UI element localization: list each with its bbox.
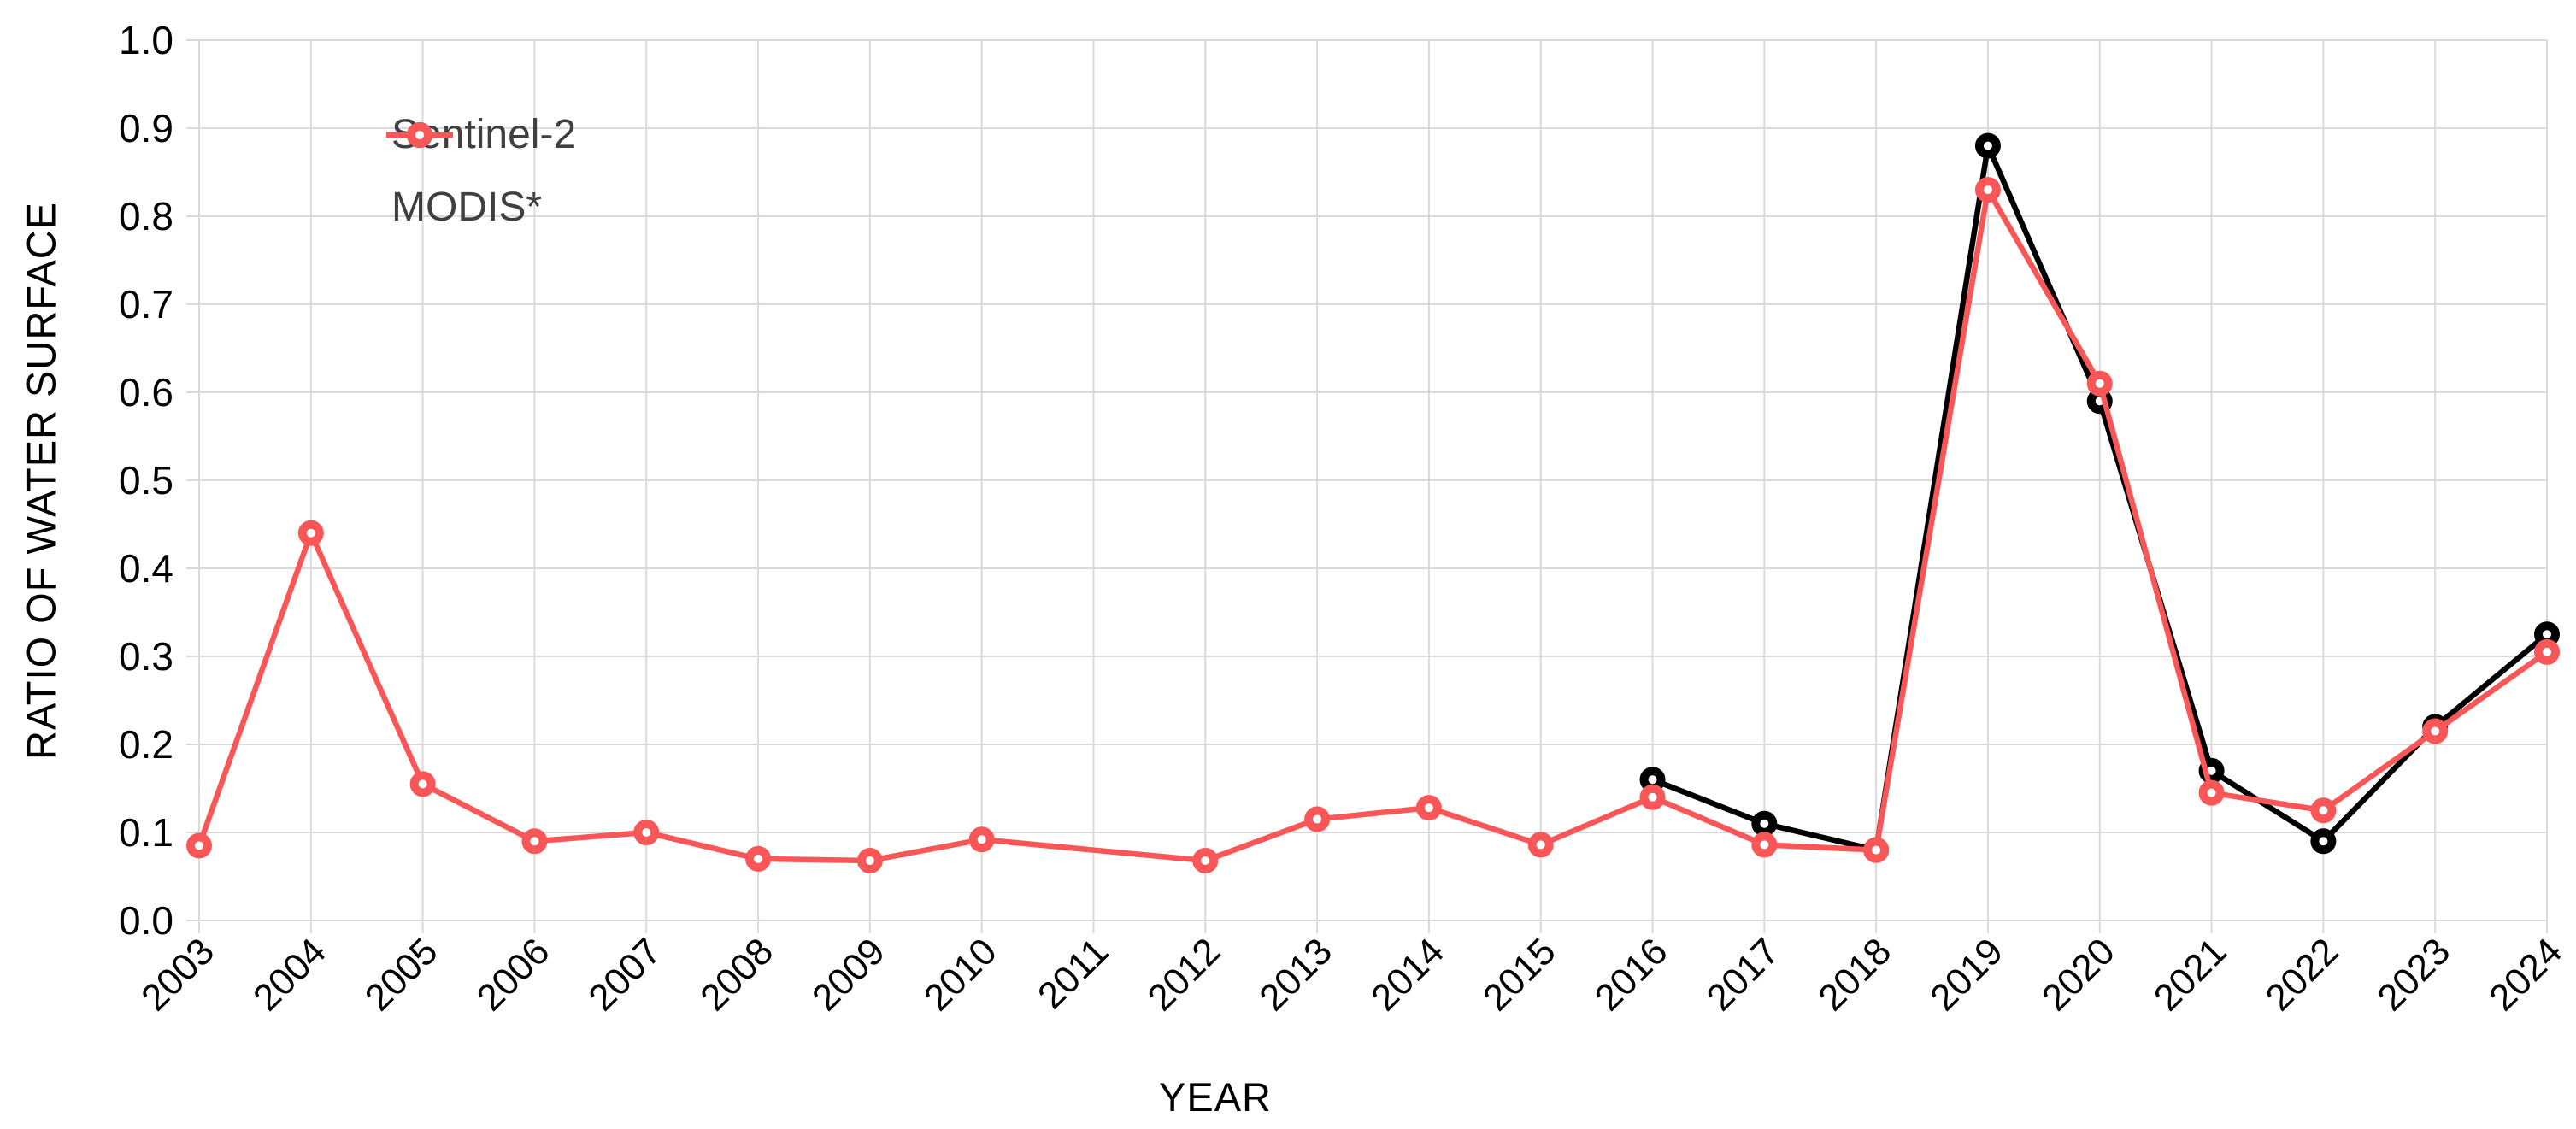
y-tick-label: 0.3 — [119, 634, 173, 679]
x-tick-label: 2012 — [1139, 930, 1228, 1019]
x-tick-label: 2008 — [692, 930, 781, 1019]
x-tick-label: 2007 — [580, 930, 669, 1019]
x-tick-label: 2006 — [469, 930, 558, 1019]
x-tick-label: 2009 — [804, 930, 893, 1019]
data-point-marker-modis — [2422, 718, 2449, 744]
data-point-marker-modis — [186, 832, 212, 859]
x-tick-label: 2023 — [2369, 930, 2458, 1019]
legend-item-modis: MODIS* — [386, 122, 576, 230]
data-point-marker-modis — [2310, 797, 2337, 824]
data-point-marker-modis — [1863, 837, 1890, 863]
x-tick-label: 2015 — [1475, 930, 1564, 1019]
y-tick-label: 0.9 — [119, 106, 173, 150]
x-tick-label: 2019 — [1922, 930, 2011, 1019]
legend-label-modis: MODIS* — [391, 185, 543, 230]
y-tick-label: 0.2 — [119, 722, 173, 767]
x-tick-label: 2024 — [2481, 930, 2570, 1019]
data-point-marker-modis — [1974, 177, 2001, 203]
data-point-marker-modis — [2086, 370, 2113, 397]
y-tick-label: 0.0 — [119, 898, 173, 943]
y-axis-title: RATIO OF WATER SURFACE — [18, 201, 64, 760]
y-tick-label: 1.0 — [119, 18, 173, 62]
series-modis — [186, 177, 2560, 873]
x-tick-label: 2011 — [1030, 930, 1117, 1017]
data-point-marker-modis — [1192, 847, 1219, 873]
x-tick-label: 2013 — [1251, 930, 1340, 1019]
data-point-marker-sentinel-2 — [2310, 828, 2337, 855]
x-tick-label: 2010 — [916, 930, 1005, 1019]
x-axis-tick-labels: 2003 2004 2005 2006 2007 2008 2009 2010 2011 2012… — [133, 930, 2570, 1019]
y-tick-label: 0.5 — [119, 458, 173, 503]
x-tick-label: 2003 — [133, 930, 222, 1019]
data-point-marker-modis — [745, 845, 772, 872]
y-tick-label: 0.6 — [119, 370, 173, 415]
x-tick-label: 2022 — [2258, 930, 2347, 1019]
data-point-marker-modis — [1639, 784, 1666, 810]
legend-marker-modis — [386, 122, 453, 148]
x-tick-label: 2017 — [1699, 930, 1788, 1019]
data-point-marker-modis — [297, 520, 324, 546]
x-tick-label: 2020 — [2034, 930, 2123, 1019]
y-tick-label: 0.8 — [119, 194, 173, 238]
data-point-marker-modis — [409, 771, 436, 797]
x-tick-label: 2021 — [2146, 930, 2235, 1019]
x-tick-label: 2005 — [357, 930, 446, 1019]
y-tick-label: 0.1 — [119, 810, 173, 855]
y-axis-tick-labels: 0.0 0.1 0.2 0.3 0.4 0.5 0.6 0.7 0.8 0.9 1.0 — [119, 18, 173, 943]
data-point-marker-modis — [1751, 832, 1778, 858]
data-point-marker-modis — [633, 820, 660, 845]
data-point-marker-modis — [1304, 806, 1331, 832]
y-tick-label: 0.4 — [119, 546, 173, 591]
data-point-marker-modis — [856, 847, 883, 873]
legend: Sentinel-2 MODIS* — [386, 113, 576, 258]
y-tick-label: 0.7 — [119, 282, 173, 326]
data-point-marker-modis — [968, 826, 995, 853]
data-point-marker-modis — [1415, 795, 1442, 821]
x-axis-title: YEAR — [1159, 1074, 1272, 1120]
data-point-marker-sentinel-2 — [1974, 132, 2001, 159]
x-tick-label: 2014 — [1363, 930, 1452, 1019]
data-point-marker-modis — [1527, 832, 1554, 858]
series-line-modis — [196, 186, 2549, 864]
data-point-marker-modis — [2198, 779, 2225, 806]
x-tick-label: 2016 — [1587, 930, 1676, 1019]
data-point-marker-modis — [2534, 638, 2560, 665]
data-point-marker-sentinel-2 — [1751, 810, 1778, 837]
x-tick-label: 2004 — [245, 930, 334, 1019]
x-tick-label: 2018 — [1810, 930, 1899, 1019]
data-point-marker-modis — [521, 828, 548, 855]
